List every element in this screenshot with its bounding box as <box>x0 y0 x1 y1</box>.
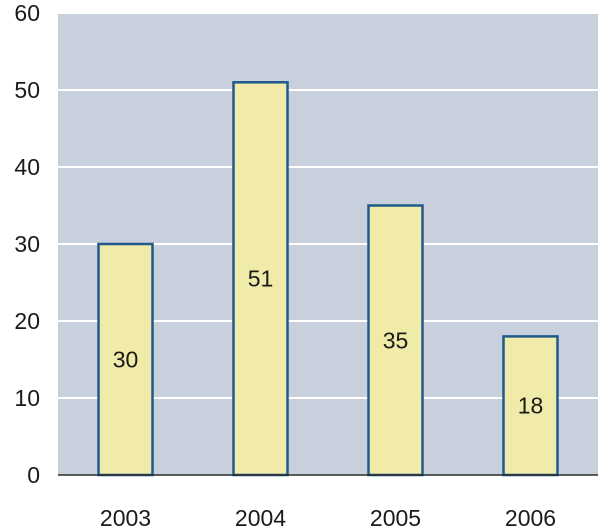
y-tick-label-10: 10 <box>14 385 40 411</box>
y-tick-label-50: 50 <box>14 77 40 103</box>
y-tick-label-0: 0 <box>27 462 40 488</box>
x-tick-label-2006: 2006 <box>505 505 556 530</box>
y-axis-ticks: 0 10 20 30 40 50 60 <box>14 0 40 488</box>
data-label-2005: 35 <box>383 327 409 353</box>
x-tick-label-2003: 2003 <box>100 505 151 530</box>
x-tick-label-2004: 2004 <box>235 505 286 530</box>
x-tick-label-2005: 2005 <box>370 505 421 530</box>
y-tick-label-40: 40 <box>14 154 40 180</box>
data-label-2004: 51 <box>248 266 274 292</box>
x-axis-ticks: 2003 2004 2005 2006 <box>100 505 556 530</box>
data-label-2003: 30 <box>113 347 139 373</box>
y-tick-label-60: 60 <box>14 0 40 26</box>
bar-2003 <box>97 242 154 477</box>
y-tick-label-30: 30 <box>14 231 40 257</box>
bars <box>97 81 559 477</box>
y-tick-label-20: 20 <box>14 308 40 334</box>
data-label-2006: 18 <box>518 393 544 419</box>
data-labels: 30 51 35 18 <box>113 266 544 419</box>
